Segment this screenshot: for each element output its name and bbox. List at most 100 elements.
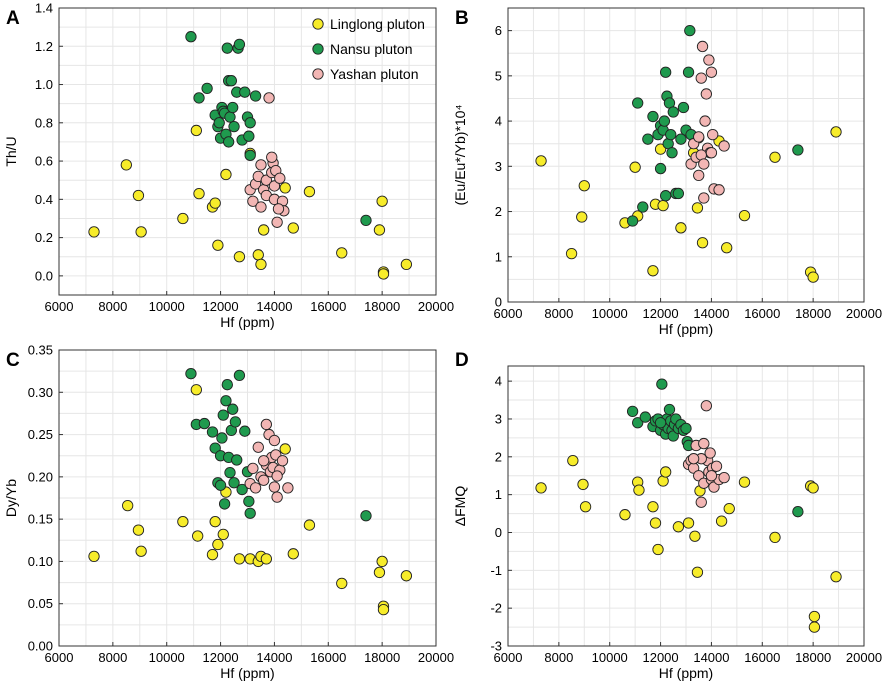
panel-a: 6000 8000 10000 12000 14000 16000 18000 20000 0.…	[3, 1, 454, 331]
data-point	[576, 211, 588, 223]
x-tick-label: 20000	[846, 650, 882, 665]
data-point	[214, 479, 227, 491]
x-tick-label: 8000	[544, 650, 573, 665]
axes-frame-a	[58, 7, 437, 296]
data-point	[705, 470, 718, 482]
y-tick-label: 4	[495, 114, 502, 129]
data-point	[255, 258, 267, 271]
data-point	[675, 222, 687, 234]
panel-label-a: A	[6, 8, 20, 29]
panel-label-b: B	[455, 8, 469, 29]
data-point	[268, 481, 281, 493]
data-point	[691, 566, 704, 578]
data-point	[637, 201, 649, 213]
y-axis-label: ΔFMQ	[452, 486, 468, 527]
data-point	[222, 136, 235, 148]
series-yashan-pluton	[685, 40, 730, 204]
y-tick-label: 3	[495, 159, 502, 174]
data-point	[247, 195, 259, 207]
data-point	[691, 202, 704, 214]
data-point	[206, 549, 219, 561]
data-point	[303, 186, 316, 198]
data-point	[190, 384, 202, 396]
data-point	[209, 516, 221, 528]
data-point	[233, 369, 246, 382]
y-tick-label: 1.4	[35, 1, 53, 16]
data-point	[695, 496, 707, 508]
data-point	[360, 510, 372, 522]
data-point	[249, 482, 262, 494]
x-tick-label: 18000	[364, 650, 400, 665]
data-point	[698, 158, 710, 170]
data-point	[243, 130, 255, 142]
y-tick-label: 0.2	[35, 230, 53, 245]
x-tick-label: 14000	[693, 650, 729, 665]
y-tick-label: 0.6	[35, 154, 53, 169]
data-point	[258, 224, 270, 236]
series-yashan-pluton	[244, 418, 294, 503]
data-point	[233, 251, 246, 263]
y-tick-label: 0.05	[28, 596, 53, 611]
legend-label-yashan-pluton: Yashan pluton	[330, 66, 418, 82]
series-yashan-pluton	[244, 92, 290, 228]
x-tick-label: 6000	[45, 650, 74, 665]
data-point	[721, 242, 733, 254]
data-point	[718, 471, 730, 484]
data-point	[700, 88, 712, 100]
series-linglong-pluton	[88, 384, 413, 616]
data-point	[228, 477, 240, 489]
data-point	[723, 502, 735, 515]
data-point	[579, 501, 592, 513]
data-point	[577, 478, 589, 491]
y-tick-label: 2	[495, 449, 502, 464]
data-point	[132, 189, 145, 202]
x-tick-label: 18000	[795, 650, 831, 665]
axes-frame-b	[507, 7, 865, 303]
data-point	[687, 453, 700, 465]
data-point	[665, 128, 677, 141]
x-tick-label: 20000	[418, 650, 454, 665]
x-tick-label: 8000	[544, 306, 573, 321]
x-tick-label: 20000	[418, 299, 454, 314]
data-point	[231, 454, 243, 466]
data-point	[792, 506, 804, 518]
data-point	[258, 474, 270, 486]
y-tick-label: 0.10	[28, 554, 53, 569]
y-tick-label: 1	[495, 249, 502, 264]
y-tick-label: 0	[495, 525, 502, 540]
data-point	[629, 161, 641, 173]
x-tick-label: 12000	[202, 299, 238, 314]
data-point	[228, 120, 240, 133]
series-nansu-pluton	[185, 31, 372, 227]
data-point	[626, 215, 639, 227]
data-point	[680, 422, 692, 435]
data-point	[707, 128, 719, 141]
data-point	[698, 437, 710, 450]
data-point	[271, 491, 283, 503]
axes-frame-d	[507, 365, 865, 647]
data-point	[216, 432, 228, 444]
y-tick-label: 3	[495, 411, 502, 426]
data-point	[792, 144, 804, 156]
legend: Linglong pluton Nansu pluton Yashan pluton	[312, 16, 425, 82]
data-point	[373, 566, 386, 579]
data-point	[400, 570, 413, 582]
data-point	[677, 101, 690, 114]
data-point	[567, 454, 579, 467]
x-tick-label: 16000	[310, 299, 346, 314]
x-tick-label: 12000	[202, 650, 238, 665]
data-point	[667, 106, 679, 118]
data-point	[244, 117, 256, 129]
x-tick-label: 6000	[494, 650, 523, 665]
data-point	[535, 155, 547, 167]
data-point	[287, 548, 299, 560]
data-point	[377, 268, 390, 280]
data-point	[682, 517, 695, 529]
y-axis-label: Dy/Yb	[3, 479, 19, 517]
data-point	[193, 92, 205, 104]
data-point	[376, 195, 388, 207]
x-tick-label: 8000	[98, 299, 127, 314]
data-point	[373, 224, 386, 236]
data-point	[255, 201, 267, 213]
data-point	[258, 455, 270, 467]
